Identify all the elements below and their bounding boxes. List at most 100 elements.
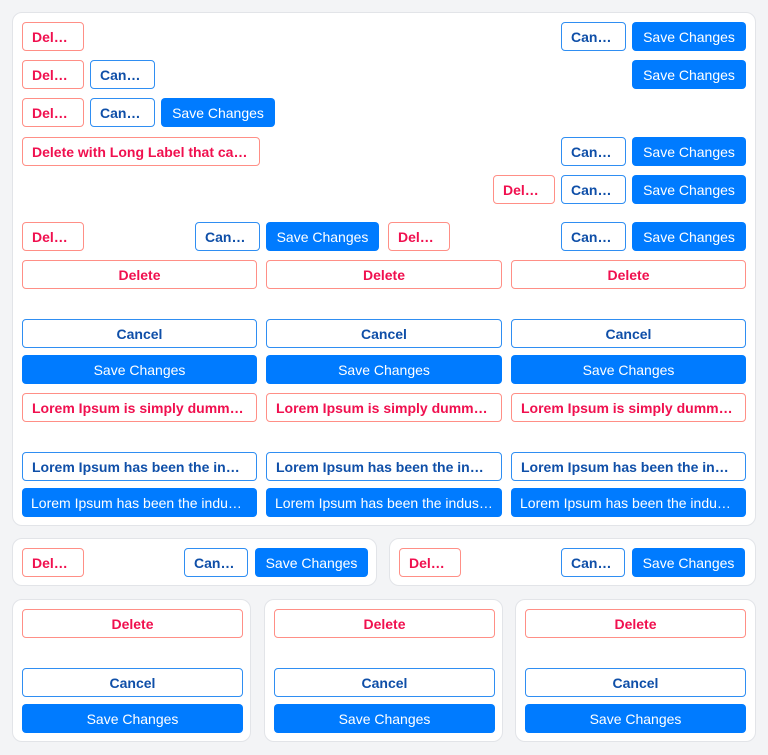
lorem-save-button[interactable]: Lorem Ipsum has been the industry's stan… <box>266 488 502 517</box>
label: Cancel <box>571 143 617 160</box>
label: Save Changes <box>643 181 735 198</box>
label: Save Changes <box>86 710 179 727</box>
save-changes-button[interactable]: Save Changes <box>266 222 379 251</box>
label: Lorem Ipsum is simply dummy text of the … <box>32 399 256 416</box>
save-changes-button[interactable]: Save Changes <box>632 222 746 251</box>
label: Delete <box>614 615 657 632</box>
lorem-cancel-button[interactable]: Lorem Ipsum has been the industry's stan… <box>511 452 746 481</box>
save-changes-button[interactable]: Save Changes <box>632 175 746 204</box>
save-changes-button[interactable]: Save Changes <box>22 355 257 384</box>
cancel-button[interactable]: Cancel <box>561 222 626 251</box>
cancel-button[interactable]: Cancel <box>90 60 155 89</box>
label: Lorem Ipsum has been the industry's stan… <box>276 458 501 475</box>
save-changes-button[interactable]: Save Changes <box>632 137 746 166</box>
save-changes-button[interactable]: Save Changes <box>525 704 746 733</box>
label: Save Changes <box>265 554 358 571</box>
label: Cancel <box>194 554 240 571</box>
save-changes-button[interactable]: Save Changes <box>255 548 368 577</box>
cancel-button[interactable]: Cancel <box>22 668 243 697</box>
label: Cancel <box>612 674 659 691</box>
cancel-button[interactable]: Cancel <box>561 137 626 166</box>
label: Cancel <box>109 674 156 691</box>
label: Delete <box>362 266 406 283</box>
delete-button[interactable]: Delete <box>525 609 746 638</box>
delete-button[interactable]: Delete <box>22 222 84 251</box>
label: Cancel <box>100 66 146 83</box>
label: Delete <box>363 615 406 632</box>
label: Lorem Ipsum is simply dummy text of the … <box>521 399 745 416</box>
delete-button[interactable]: Delete <box>511 260 746 289</box>
label: Cancel <box>100 104 146 121</box>
delete-button[interactable]: Delete <box>266 260 502 289</box>
label: Delete <box>398 228 441 245</box>
label: Save Changes <box>276 228 369 245</box>
label: Delete <box>32 66 75 83</box>
label: Delete <box>32 554 75 571</box>
label: Delete <box>111 615 154 632</box>
lorem-save-button[interactable]: Lorem Ipsum has been the industry's stan… <box>511 488 746 517</box>
save-changes-button[interactable]: Save Changes <box>161 98 275 127</box>
lorem-save-button[interactable]: Lorem Ipsum has been the industry's stan… <box>22 488 257 517</box>
cancel-button[interactable]: Cancel <box>22 319 257 348</box>
label: Lorem Ipsum has been the industry's stan… <box>275 494 502 511</box>
delete-button[interactable]: Delete <box>493 175 555 204</box>
delete-button[interactable]: Delete <box>22 260 257 289</box>
label: Cancel <box>605 325 652 342</box>
delete-button[interactable]: Delete <box>22 609 243 638</box>
cancel-button[interactable]: Cancel <box>511 319 746 348</box>
save-changes-button[interactable]: Save Changes <box>632 22 746 51</box>
cancel-button[interactable]: Cancel <box>525 668 746 697</box>
cancel-button[interactable]: Cancel <box>561 175 626 204</box>
label: Lorem Ipsum has been the industry's stan… <box>32 458 256 475</box>
cancel-button[interactable]: Cancel <box>184 548 248 577</box>
save-changes-button[interactable]: Save Changes <box>266 355 502 384</box>
label: Save Changes <box>643 66 735 83</box>
label: Delete <box>32 28 75 45</box>
label: Save Changes <box>338 710 431 727</box>
save-changes-button[interactable]: Save Changes <box>511 355 746 384</box>
delete-button[interactable]: Delete <box>22 98 84 127</box>
label: Delete <box>118 266 161 283</box>
delete-button[interactable]: Delete <box>274 609 495 638</box>
lorem-delete-button[interactable]: Lorem Ipsum is simply dummy text of the … <box>266 393 502 422</box>
label: Delete <box>503 181 546 198</box>
label: Delete <box>409 554 452 571</box>
label: Delete <box>32 228 75 245</box>
delete-button[interactable]: Delete <box>22 22 84 51</box>
save-changes-button[interactable]: Save Changes <box>632 60 746 89</box>
delete-button[interactable]: Delete <box>22 548 84 577</box>
delete-button[interactable]: Delete <box>399 548 461 577</box>
cancel-button[interactable]: Cancel <box>274 668 495 697</box>
label: Cancel <box>205 228 251 245</box>
label: Cancel <box>571 28 617 45</box>
save-changes-button[interactable]: Save Changes <box>22 704 243 733</box>
label: Delete <box>607 266 650 283</box>
delete-long-button[interactable]: Delete with Long Label that can be trunc… <box>22 137 260 166</box>
cancel-button[interactable]: Cancel <box>90 98 155 127</box>
label: Cancel <box>571 181 617 198</box>
lorem-cancel-button[interactable]: Lorem Ipsum has been the industry's stan… <box>266 452 502 481</box>
label: Cancel <box>571 228 617 245</box>
delete-button[interactable]: Delete <box>22 60 84 89</box>
save-changes-button[interactable]: Save Changes <box>274 704 495 733</box>
label: Cancel <box>116 325 163 342</box>
save-changes-button[interactable]: Save Changes <box>632 548 745 577</box>
cancel-button[interactable]: Cancel <box>561 22 626 51</box>
lorem-cancel-button[interactable]: Lorem Ipsum has been the industry's stan… <box>22 452 257 481</box>
label: Lorem Ipsum has been the industry's stan… <box>31 494 257 511</box>
label: Save Changes <box>643 143 735 160</box>
cancel-button[interactable]: Cancel <box>195 222 260 251</box>
label: Cancel <box>361 325 407 342</box>
cancel-button[interactable]: Cancel <box>561 548 625 577</box>
label: Save Changes <box>643 28 735 45</box>
delete-button[interactable]: Delete <box>388 222 450 251</box>
label: Lorem Ipsum has been the industry's stan… <box>521 458 745 475</box>
cancel-button[interactable]: Cancel <box>266 319 502 348</box>
label: Cancel <box>571 554 617 571</box>
lorem-delete-button[interactable]: Lorem Ipsum is simply dummy text of the … <box>511 393 746 422</box>
label: Delete <box>32 104 75 121</box>
label: Cancel <box>361 674 408 691</box>
label: Save Changes <box>642 554 735 571</box>
label: Save Changes <box>172 104 264 121</box>
lorem-delete-button[interactable]: Lorem Ipsum is simply dummy text of the … <box>22 393 257 422</box>
